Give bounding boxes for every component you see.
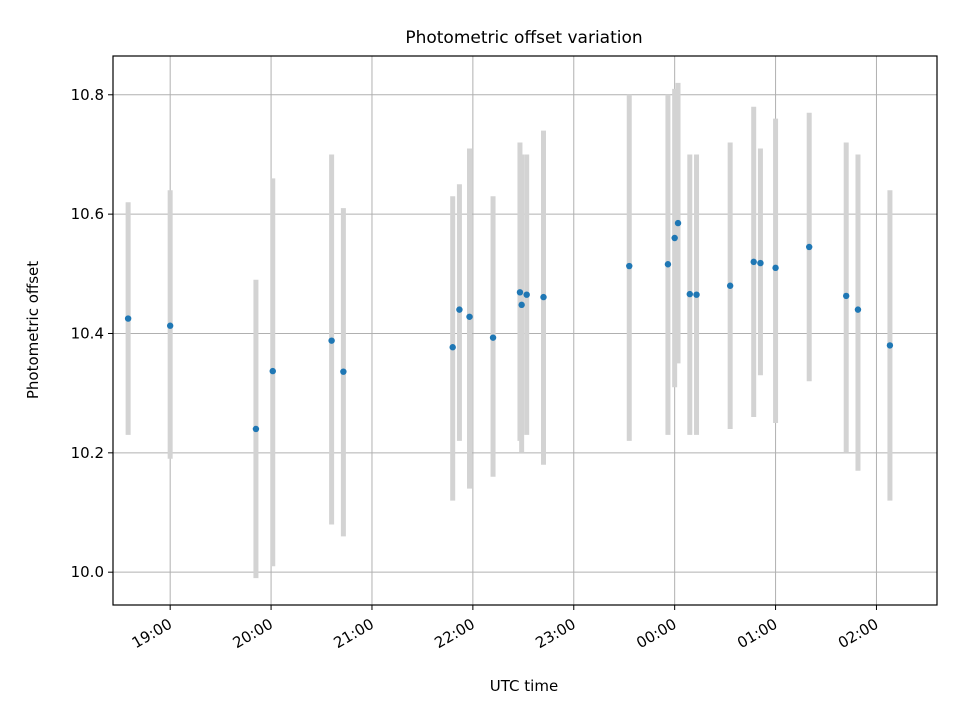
data-point [449, 344, 456, 351]
data-point [805, 243, 813, 251]
data-point [466, 313, 473, 320]
data-point [340, 368, 347, 375]
y-tick-label: 10.6 [71, 205, 104, 223]
plot-area-frame [112, 55, 938, 606]
data-point [269, 367, 276, 375]
data-point [750, 258, 757, 266]
data-point [726, 282, 734, 289]
data-point [664, 261, 672, 268]
y-tick-label: 10.0 [71, 563, 104, 581]
data-point [626, 262, 633, 270]
data-point [523, 291, 530, 298]
data-point [886, 342, 894, 349]
y-axis: 10.0 10.2 10.4 10.6 10.8 [71, 86, 113, 581]
y-tick-label: 10.8 [71, 86, 104, 104]
data-point [516, 289, 524, 296]
data-point [854, 306, 862, 313]
y-axis-label: Photometric offset [24, 261, 42, 399]
data-point [540, 293, 547, 301]
y-tick-label: 10.2 [71, 444, 104, 462]
data-point [842, 292, 850, 300]
data-point [166, 322, 174, 329]
data-point [772, 264, 779, 272]
x-axis-label: UTC time [490, 677, 558, 695]
y-tick-label: 10.4 [71, 324, 104, 342]
data-point [674, 219, 682, 227]
data-point [328, 337, 335, 344]
data-point [456, 306, 463, 313]
data-point [693, 291, 700, 298]
data-point [686, 290, 693, 298]
data-point [489, 334, 497, 341]
chart-title: Photometric offset variation [405, 28, 642, 48]
data-point [757, 259, 764, 267]
data-point [252, 425, 260, 433]
point-layer [124, 219, 894, 433]
data-point [671, 234, 678, 242]
data-point [124, 315, 132, 322]
data-point [518, 301, 525, 309]
